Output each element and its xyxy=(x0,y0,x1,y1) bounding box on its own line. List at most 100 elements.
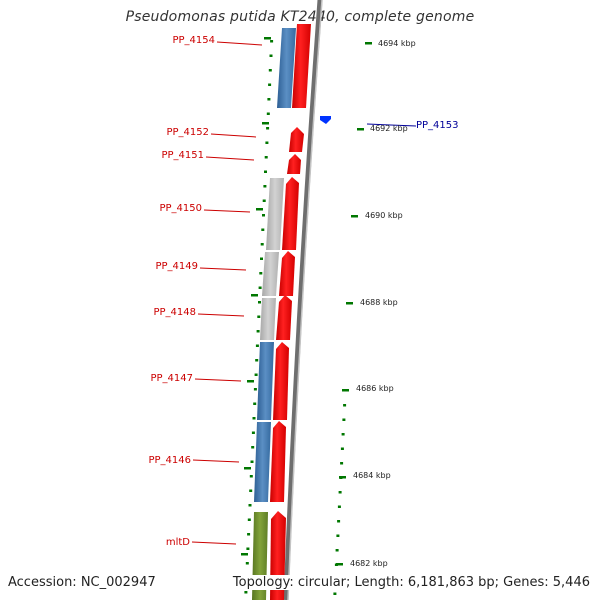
ruler-label: 4684 kbp xyxy=(353,471,391,480)
gene-label-PP_4148[interactable]: PP_4148 xyxy=(153,307,196,318)
cds-PP_4146[interactable] xyxy=(270,421,286,502)
gene-label-PP_4146[interactable]: PP_4146 xyxy=(148,455,191,466)
ruler-tick xyxy=(255,359,259,362)
gene-label-PP_4151[interactable]: PP_4151 xyxy=(161,150,204,161)
cog-segment-4150-upper[interactable] xyxy=(266,178,284,250)
cds-PP_4148[interactable] xyxy=(276,295,292,340)
ruler-tick xyxy=(335,549,339,552)
cog-segment-4148[interactable] xyxy=(260,298,276,340)
leader-PP_4151 xyxy=(205,156,255,161)
cds-PP_4153[interactable] xyxy=(320,116,331,124)
ruler-tick xyxy=(248,504,252,507)
ruler-tick xyxy=(247,518,251,521)
ruler-major-tick xyxy=(351,215,358,218)
cds-PP_4147[interactable] xyxy=(273,342,289,420)
cds-PP_4150[interactable] xyxy=(282,177,299,250)
ruler-tick xyxy=(246,547,250,550)
ruler-tick xyxy=(249,489,253,492)
ruler-tick xyxy=(258,286,262,289)
ruler-tick xyxy=(261,228,265,231)
ruler-tick xyxy=(270,40,274,43)
ruler-tick xyxy=(263,185,267,188)
ruler-major-tick xyxy=(264,37,271,40)
backbone-highlight xyxy=(287,0,323,600)
ruler-labels: 4694 kbp 4692 kbp 4690 kbp 4688 kbp 4686… xyxy=(350,39,416,568)
gene-label-PP_4147[interactable]: PP_4147 xyxy=(150,373,193,384)
ruler-tick xyxy=(260,257,263,260)
cog-segment-4146[interactable] xyxy=(254,422,271,502)
ruler-tick xyxy=(257,315,261,318)
ruler-tick xyxy=(264,170,267,173)
ruler-tick xyxy=(340,462,344,465)
gene-label-PP_4153[interactable]: PP_4153 xyxy=(416,120,459,131)
cog-track xyxy=(252,28,296,600)
ruler-major-tick xyxy=(346,302,353,305)
ruler-major-tick xyxy=(336,563,343,566)
cog-segment-4154[interactable] xyxy=(277,28,296,108)
cog-segment-4149[interactable] xyxy=(262,252,279,296)
ruler-tick xyxy=(333,592,337,595)
leader-mltD xyxy=(191,541,237,545)
gene-labels: PP_4154 PP_4152 PP_4151 PP_4150 PP_4149 … xyxy=(148,35,215,548)
ruler-major-tick xyxy=(339,476,346,479)
ruler-tick xyxy=(336,534,340,537)
ruler-major-tick xyxy=(241,553,248,556)
ruler-major-tick xyxy=(256,208,263,211)
cog-segment-4147[interactable] xyxy=(257,342,274,420)
leader-PP_4153 xyxy=(366,123,417,127)
ruler-major-tick xyxy=(244,467,251,470)
ruler-tick xyxy=(268,83,272,86)
ruler-tick xyxy=(265,141,269,144)
gene-label-mltD[interactable]: mltD xyxy=(166,537,190,548)
ruler-tick xyxy=(251,431,255,434)
ruler-major-tick xyxy=(262,122,269,125)
ruler-tick xyxy=(341,433,345,436)
gene-label-PP_4150[interactable]: PP_4150 xyxy=(159,203,202,214)
ruler-tick xyxy=(250,460,254,463)
ruler-tick xyxy=(251,446,255,449)
ruler-tick xyxy=(266,112,270,115)
ruler-tick xyxy=(258,301,261,304)
ruler-label: 4686 kbp xyxy=(356,384,394,393)
leader-PP_4150 xyxy=(203,209,251,213)
ruler-tick xyxy=(343,404,347,407)
ruler-tick xyxy=(252,417,256,420)
leader-PP_4146 xyxy=(192,459,240,463)
cds-PP_4151[interactable] xyxy=(287,154,301,174)
cds-PP_4154[interactable] xyxy=(292,24,311,108)
leader-PP_4149 xyxy=(199,267,247,271)
ruler-major-tick xyxy=(251,294,258,297)
ruler-label: 4692 kbp xyxy=(370,124,408,133)
ruler-tick xyxy=(269,54,273,57)
gene-label-PP_4154[interactable]: PP_4154 xyxy=(172,35,215,46)
ruler-label: 4694 kbp xyxy=(378,39,416,48)
backbone-track xyxy=(283,0,323,600)
ruler-tick xyxy=(267,98,271,101)
ruler-major-tick xyxy=(357,128,364,131)
ruler-tick xyxy=(254,373,258,376)
ruler-tick xyxy=(260,243,264,246)
ruler-tick xyxy=(253,402,257,405)
ruler-tick xyxy=(264,156,268,159)
ruler-tick xyxy=(262,214,265,217)
ruler-tick xyxy=(255,344,259,347)
leader-PP_4147 xyxy=(194,378,242,382)
topology-text: Topology: circular; Length: 6,181,863 bp… xyxy=(230,575,592,590)
leader-PP_4148 xyxy=(197,313,245,317)
ruler-tick xyxy=(266,127,270,130)
ruler-tick xyxy=(245,562,249,565)
ruler-tick xyxy=(342,418,346,421)
ruler-tick xyxy=(337,505,341,508)
ruler-tick xyxy=(340,447,344,450)
gene-label-PP_4152[interactable]: PP_4152 xyxy=(166,127,209,138)
gene-label-PP_4149[interactable]: PP_4149 xyxy=(155,261,198,272)
leader-PP_4152 xyxy=(210,133,257,138)
cds-PP_4149[interactable] xyxy=(279,251,295,296)
cds-PP_4152[interactable] xyxy=(289,127,304,152)
ruler-tick xyxy=(268,69,272,72)
map-title: Pseudomonas putida KT2440, complete geno… xyxy=(125,9,475,25)
ruler-major-tick xyxy=(342,389,349,392)
ruler-major-tick xyxy=(247,380,254,383)
ruler-tick xyxy=(244,591,248,594)
